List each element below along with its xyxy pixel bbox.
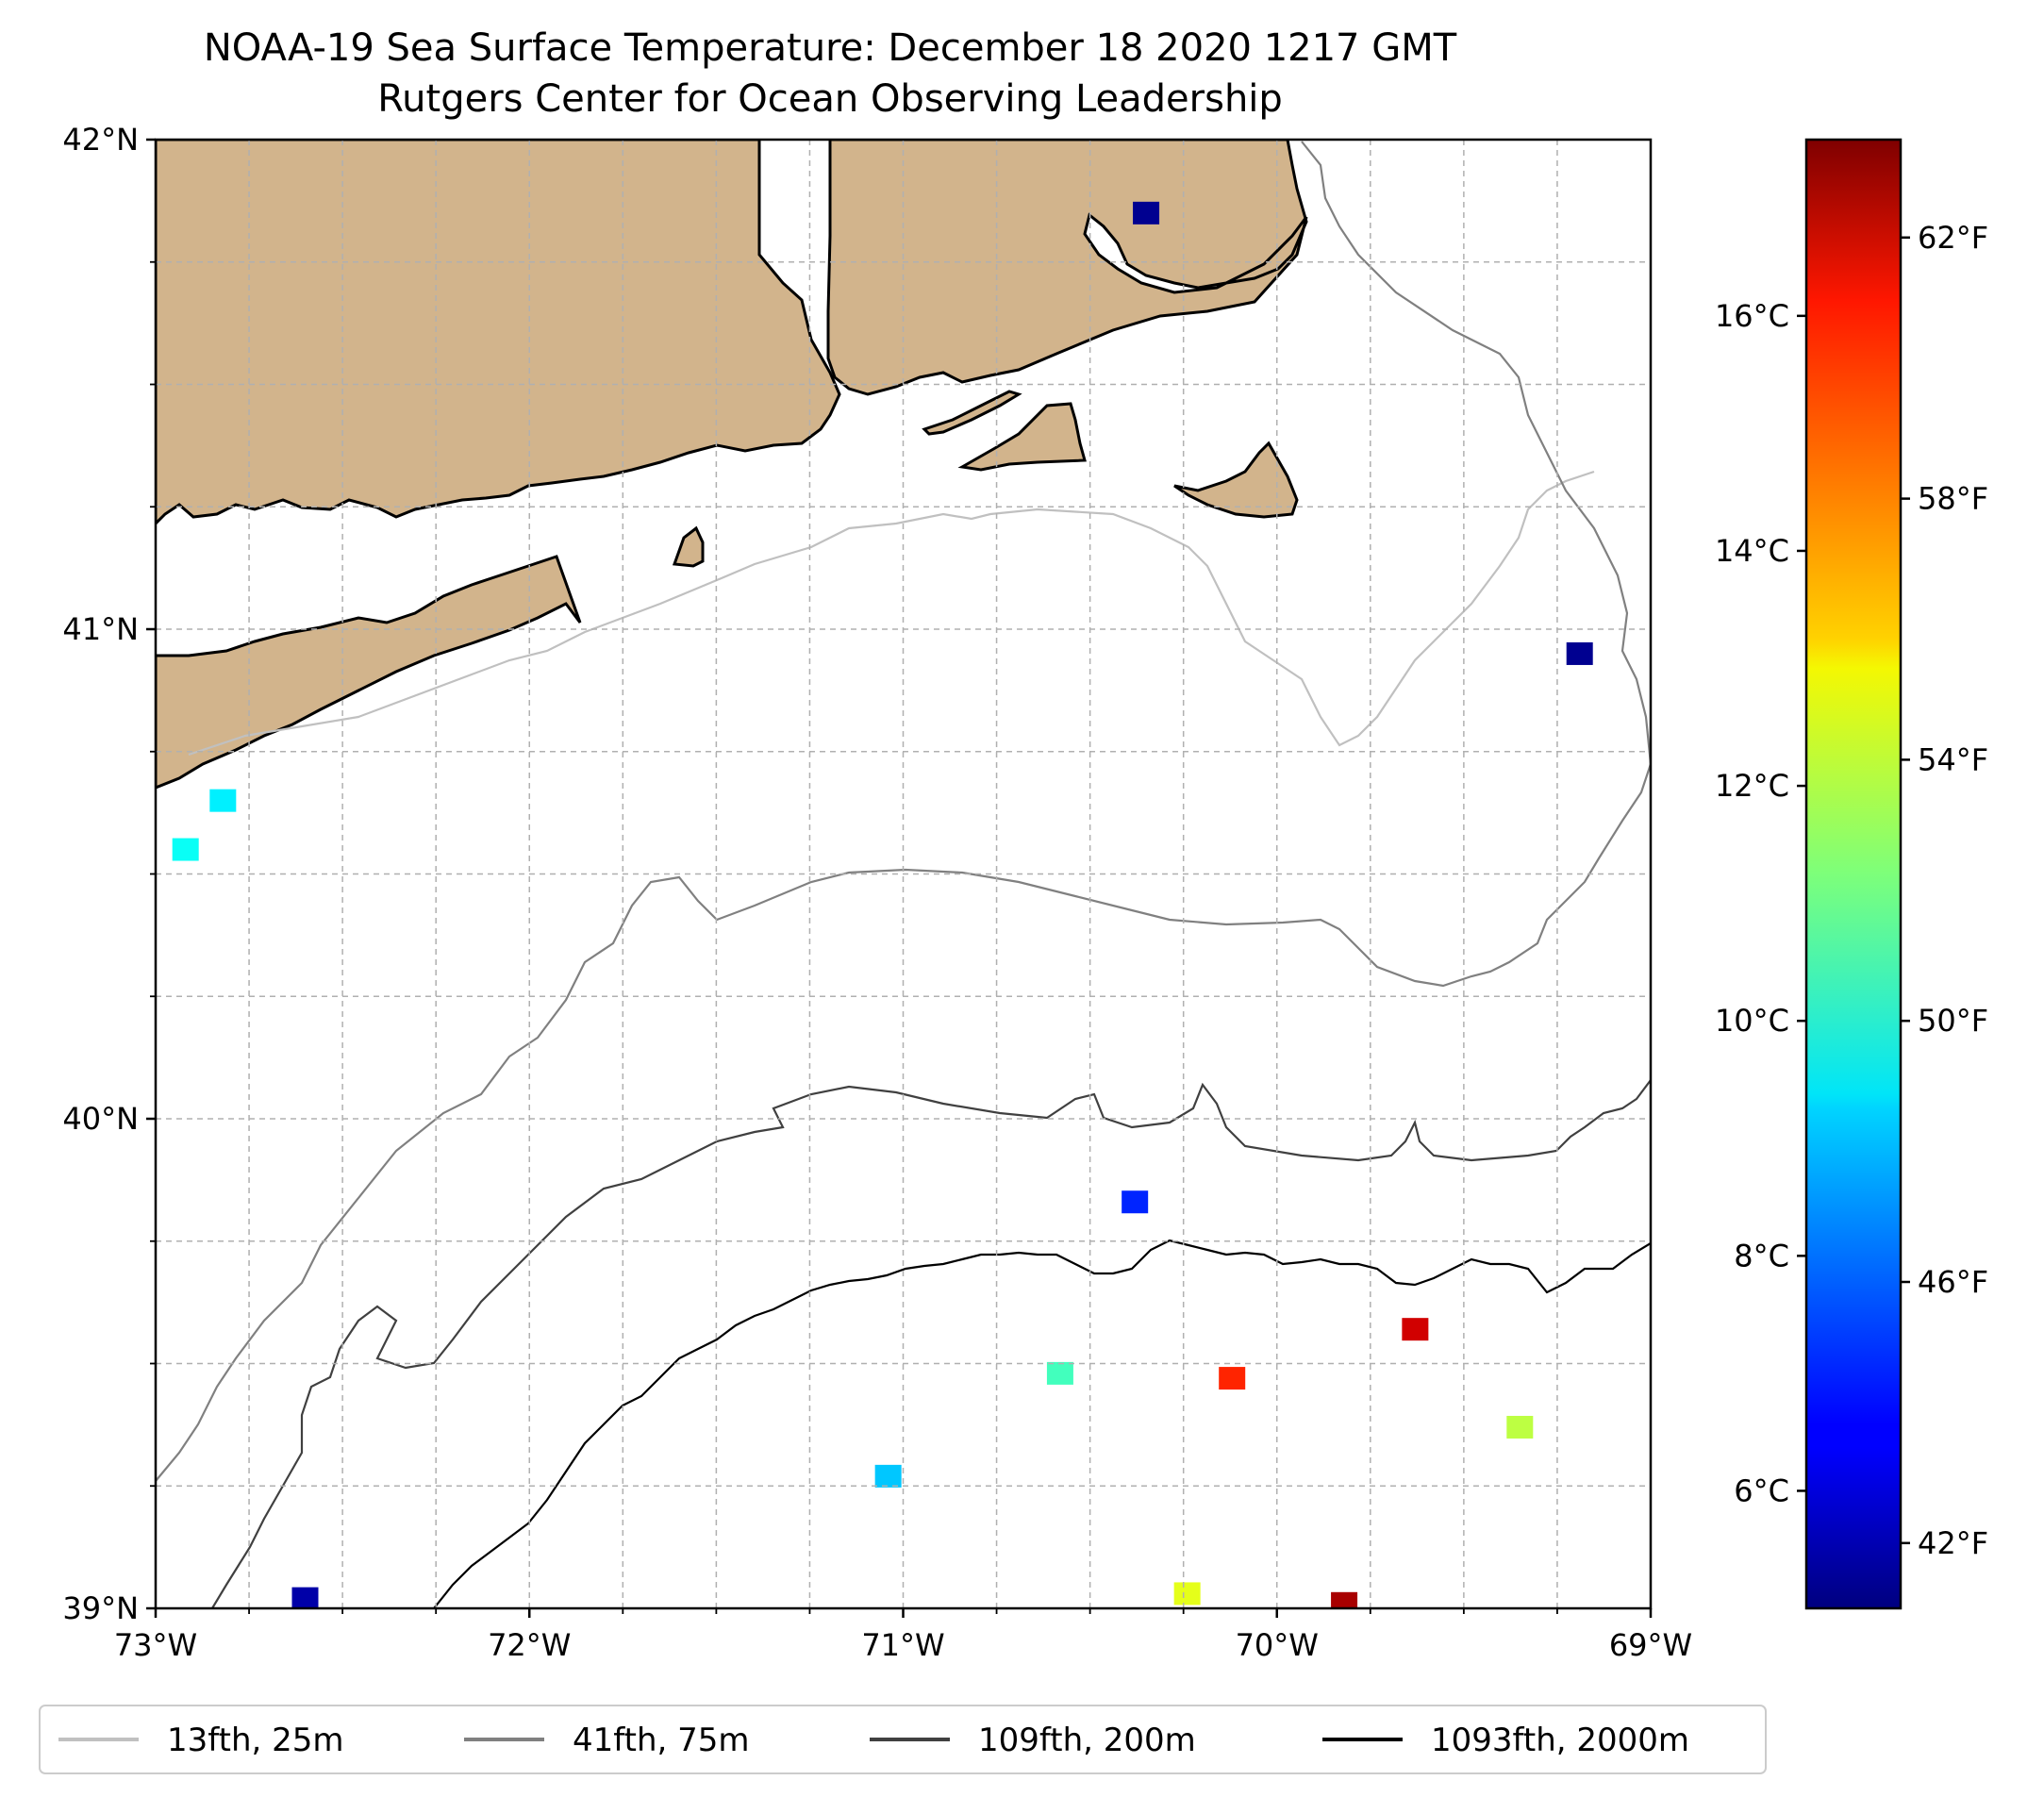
lon-tick-label: 71°W — [861, 1627, 944, 1663]
lon-tick-label: 72°W — [488, 1627, 571, 1663]
sst-patch — [1566, 641, 1593, 665]
lon-tick-label: 73°W — [114, 1627, 197, 1663]
colorbar-fahrenheit-label: 42°F — [1918, 1525, 1988, 1561]
map-title: NOAA-19 Sea Surface Temperature: Decembe… — [203, 26, 1457, 70]
sst-patch — [209, 789, 237, 812]
legend-label-3: 1093fth, 2000m — [1431, 1722, 1689, 1759]
contour-75m — [156, 141, 1651, 1482]
colorbar-fahrenheit-label: 50°F — [1918, 1003, 1988, 1039]
colorbar-celsius-label: 6°C — [1734, 1473, 1789, 1508]
colorbar-celsius-label: 8°C — [1734, 1238, 1789, 1273]
contour-2000m — [433, 1239, 1651, 1608]
sst-patch — [1173, 1582, 1201, 1606]
colorbar-fahrenheit-label: 54°F — [1918, 741, 1988, 777]
lon-tick-label: 69°W — [1609, 1627, 1692, 1663]
sst-patch — [172, 838, 199, 861]
land-nantucket — [1173, 441, 1299, 519]
legend-label-2: 109fth, 200m — [978, 1722, 1196, 1759]
sst-patch — [1506, 1415, 1534, 1439]
land-block-island — [672, 525, 705, 568]
colorbar-celsius-label: 14°C — [1715, 533, 1789, 569]
lat-tick-label: 42°N — [62, 122, 139, 158]
land-elizabeth-islands — [922, 390, 1022, 436]
colorbar-gradient — [1804, 138, 1903, 1610]
sst-patch — [1219, 1367, 1246, 1390]
contour-200m — [211, 1079, 1651, 1608]
colorbar-celsius-label: 16°C — [1715, 298, 1789, 334]
colorbar-celsius-label: 12°C — [1715, 768, 1789, 804]
land-long-island — [156, 555, 582, 790]
sst-layer — [172, 201, 1593, 1608]
colorbar-celsius-label: 10°C — [1715, 1003, 1789, 1039]
sst-patch — [1331, 1591, 1358, 1608]
map-subtitle: Rutgers Center for Ocean Observing Leade… — [377, 77, 1283, 121]
land-connecticut-rhode-island — [156, 140, 841, 526]
land-massachusetts-capecod — [826, 140, 1308, 396]
sst-patch — [1402, 1318, 1429, 1341]
legend-label-0: 13fth, 25m — [167, 1722, 344, 1759]
map-plot-area — [154, 138, 1653, 1610]
colorbar-fahrenheit-label: 58°F — [1918, 481, 1988, 517]
lat-tick-label: 41°N — [62, 611, 139, 647]
sst-patch — [1122, 1190, 1149, 1214]
sst-patch — [291, 1587, 319, 1608]
sst-patch — [1046, 1361, 1073, 1385]
sst-patch — [1133, 201, 1160, 225]
lat-tick-label: 40°N — [62, 1101, 139, 1137]
land-masses — [156, 140, 1308, 790]
colorbar-fahrenheit-label: 62°F — [1918, 220, 1988, 256]
colorbar-fahrenheit-label: 46°F — [1918, 1264, 1988, 1300]
sst-patch — [874, 1464, 902, 1488]
lon-tick-label: 70°W — [1236, 1627, 1319, 1663]
bathymetry-contours — [156, 141, 1651, 1608]
land-marthas-vineyard — [957, 402, 1087, 472]
map-axes: 42°N 41°N 40°N 39°N73°W 72°W 71°W 70°W 69°W — [62, 122, 1692, 1663]
grid-lines — [156, 140, 1651, 1608]
contour-25m — [188, 470, 1595, 757]
lat-tick-label: 39°N — [62, 1590, 139, 1626]
colorbar: 6°C 8°C 10°C 12°C 14°C 16°C 42°F 46°F 50°F 54°F 58… — [1715, 138, 1988, 1610]
legend-label-1: 41fth, 75m — [573, 1722, 750, 1759]
colorbar-ticks: 6°C 8°C 10°C 12°C 14°C 16°C 42°F 46°F 50°F 54°F 58… — [1715, 220, 1988, 1561]
legend: 13fth, 25m 41fth, 75m 109fth, 200m 1093fth,… — [39, 1705, 1767, 1774]
legend-items: 13fth, 25m 41fth, 75m 109fth, 200m 1093fth,… — [58, 1722, 1689, 1759]
